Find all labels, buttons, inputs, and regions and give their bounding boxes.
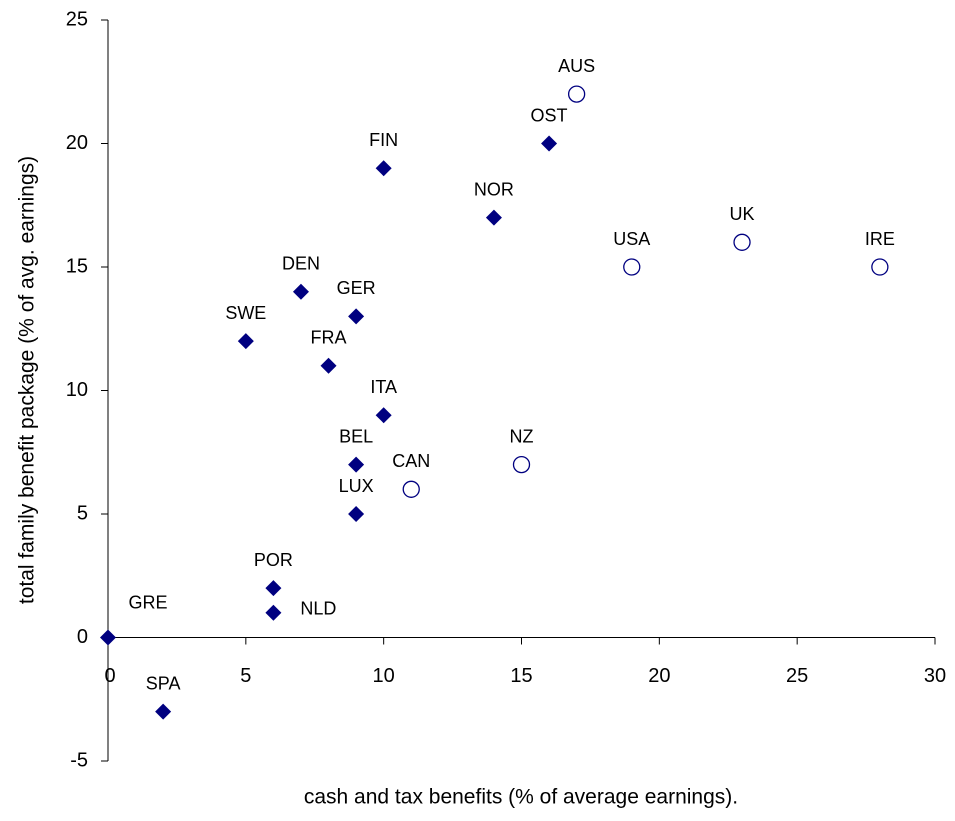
diamond-point [348,506,365,522]
point-label: FRA [311,328,347,348]
point-label: FIN [369,130,398,150]
y-tick-label: 15 [66,255,88,277]
diamond-point [541,135,558,152]
x-tick-label: 25 [786,665,808,687]
point-label: CAN [392,451,430,471]
diamond-point [485,209,502,226]
y-tick-label: 0 [77,626,88,648]
point-label: DEN [282,253,320,273]
y-tick-label: 25 [66,8,88,30]
diamond-point [155,703,172,720]
diamond-point [237,333,254,350]
diamond-point [292,283,309,300]
x-tick-label: 15 [510,665,532,687]
diamond-point [375,407,392,424]
point-label: AUS [558,56,595,76]
y-tick-label: 20 [66,132,88,154]
point-label: BEL [339,426,373,446]
circle-point [623,258,641,276]
point-label: IRE [865,229,895,249]
circle-point [871,258,889,276]
x-tick-label: 10 [373,665,395,687]
x-axis-title: cash and tax benefits (% of average earn… [304,786,738,809]
y-axis-title: total family benefit package (% of avg. … [16,156,39,604]
point-label: NLD [300,599,336,619]
circle-point [567,85,586,103]
point-label: OST [531,105,568,125]
y-tick-label: 5 [77,502,88,524]
circle-point [402,480,420,498]
x-tick-label: 5 [240,665,251,687]
circle-point [733,233,751,251]
y-tick-label: -5 [70,749,88,771]
diamond-point [320,357,337,374]
point-label: UK [730,204,755,224]
diamond-point [348,308,365,325]
diamond-point [375,160,392,177]
diamond-point [265,604,282,621]
x-tick-label: 20 [648,665,670,687]
point-label: POR [254,550,293,570]
diamond-point [348,456,365,473]
diamond-point [100,629,116,646]
point-label: USA [613,229,650,249]
point-label: SWE [225,303,266,323]
point-label: GER [337,278,376,298]
point-label: ITA [370,377,397,397]
point-label: LUX [339,476,374,496]
diamond-point [265,580,282,597]
point-label: NZ [510,426,534,446]
x-tick-label: 0 [104,665,115,687]
x-tick-label: 30 [924,665,946,687]
y-tick-label: 10 [66,379,88,401]
circle-point [512,455,531,474]
point-label: NOR [474,179,514,199]
point-label: GRE [128,592,167,612]
point-label: SPA [146,673,181,693]
